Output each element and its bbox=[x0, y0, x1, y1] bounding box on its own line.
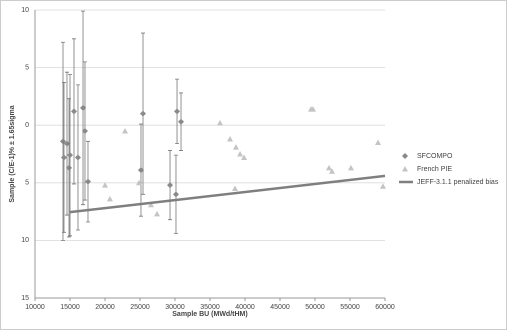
triangle-point bbox=[241, 154, 248, 160]
triangle-point bbox=[309, 106, 316, 112]
diamond-point bbox=[81, 127, 88, 134]
triangle-point bbox=[379, 183, 386, 189]
triangle-point bbox=[326, 164, 332, 171]
triangle-point bbox=[227, 136, 234, 142]
y-tick-label: 15 bbox=[21, 295, 29, 302]
diamond-point bbox=[80, 104, 87, 111]
triangle-point bbox=[237, 151, 244, 157]
diamond-point bbox=[174, 108, 181, 115]
triangle-point bbox=[375, 139, 381, 145]
x-tick-label: 55000 bbox=[340, 304, 360, 311]
legend-label: JEFF-3.1.1 penalized bias bbox=[417, 179, 499, 186]
triangle-point bbox=[102, 182, 108, 188]
diamond-point bbox=[67, 152, 73, 159]
legend-label: SFCOMPO bbox=[417, 153, 453, 160]
diamond-point bbox=[140, 110, 147, 117]
x-tick-label: 25000 bbox=[130, 304, 150, 311]
triangle-point bbox=[106, 195, 113, 202]
diamond-point bbox=[70, 108, 77, 115]
legend-label: French PIE bbox=[417, 166, 452, 173]
diamond-point bbox=[178, 118, 185, 125]
x-tick-label: 35000 bbox=[200, 304, 220, 311]
diamond-point bbox=[60, 154, 67, 161]
diamond-point bbox=[84, 178, 91, 185]
x-tick-label: 10000 bbox=[25, 304, 45, 311]
y-tick-label: 10 bbox=[21, 237, 29, 244]
diamond-point bbox=[74, 154, 81, 161]
x-tick-label: 20000 bbox=[95, 304, 115, 311]
triangle-point bbox=[136, 179, 143, 186]
triangle-point bbox=[402, 166, 408, 172]
y-tick-label: 5 bbox=[25, 180, 29, 187]
y-tick-label: 0 bbox=[25, 122, 29, 129]
triangle-point bbox=[154, 210, 161, 217]
y-tick-label: 10 bbox=[21, 7, 29, 14]
x-axis-label: Sample BU (MWd/tHM) bbox=[172, 311, 247, 318]
diamond-point bbox=[137, 167, 144, 174]
triangle-point bbox=[232, 144, 239, 150]
bias-line bbox=[69, 174, 386, 214]
x-tick-label: 45000 bbox=[270, 304, 290, 311]
diamond-point bbox=[60, 138, 66, 145]
x-tick-label: 15000 bbox=[60, 304, 80, 311]
x-tick-label: 30000 bbox=[165, 304, 185, 311]
diamond-point bbox=[402, 153, 408, 159]
triangle-point bbox=[329, 168, 336, 174]
diamond-point bbox=[66, 164, 73, 171]
diamond-point bbox=[167, 182, 174, 189]
diamond-point bbox=[172, 191, 179, 198]
y-axis-label: Sample (C/E-1)% ± 1.65sigma bbox=[9, 105, 16, 202]
diamond-point bbox=[63, 140, 70, 147]
triangle-point bbox=[122, 127, 129, 134]
triangle-point bbox=[347, 164, 354, 171]
y-tick-label: 5 bbox=[25, 64, 29, 71]
triangle-point bbox=[147, 201, 154, 208]
x-tick-label: 60000 bbox=[375, 304, 395, 311]
x-tick-label: 40000 bbox=[235, 304, 255, 311]
triangle-point bbox=[231, 185, 238, 192]
x-tick-label: 50000 bbox=[305, 304, 325, 311]
triangle-point bbox=[217, 119, 224, 126]
